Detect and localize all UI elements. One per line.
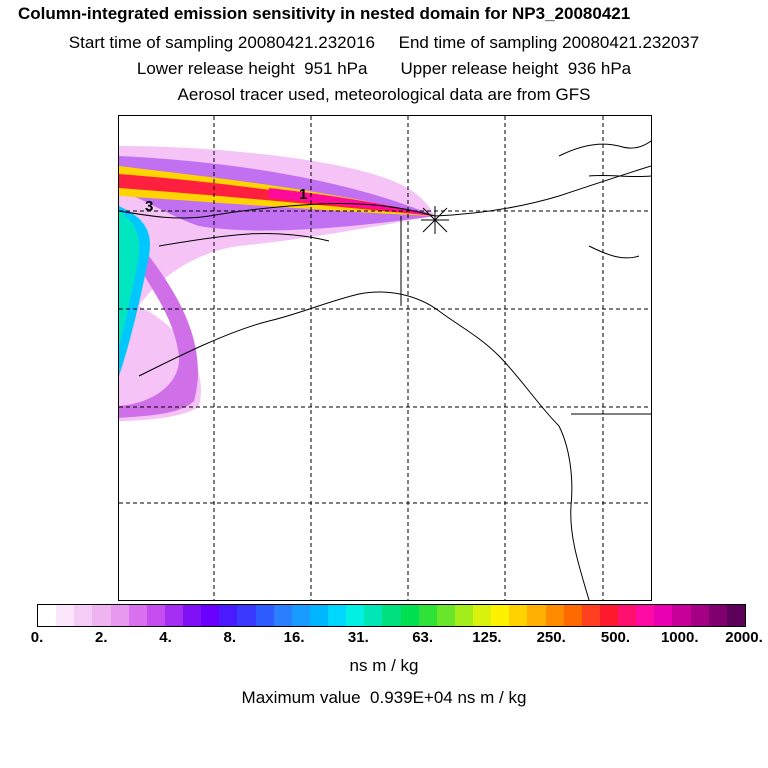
colorbar-cell (273, 605, 292, 626)
colorbar-cell (183, 605, 202, 626)
start-time: Start time of sampling 20080421.232016 (68, 33, 376, 52)
release-height-line: Lower release height 951 hPa Upper relea… (0, 59, 768, 79)
colorbar-cell (164, 605, 183, 626)
colorbar-cell (454, 605, 473, 626)
colorbar-cell (708, 605, 727, 626)
colorbar-tick-label: 63. (412, 629, 434, 646)
colorbar-cell (672, 605, 691, 626)
maximum-value: Maximum value 0.939E+04 ns m / kg (241, 688, 527, 707)
colorbar-cell (400, 605, 419, 626)
colorbar-tick-label: 500. (600, 629, 631, 646)
colorbar-units: ns m / kg (349, 656, 419, 675)
colorbar-cell (237, 605, 256, 626)
plume-label-1: 1 (299, 186, 307, 203)
colorbar-cell (418, 605, 437, 626)
colorbar-cell (473, 605, 492, 626)
emission-plume (119, 146, 435, 421)
colorbar-cell (219, 605, 238, 626)
lower-release-height: Lower release height 951 hPa (136, 59, 368, 78)
colorbar-cell (364, 605, 383, 626)
colorbar-cell (382, 605, 401, 626)
colorbar-tick-label: 250. (536, 629, 566, 646)
upper-release-height: Upper release height 936 hPa (400, 59, 632, 78)
colorbar-cell (328, 605, 347, 626)
colorbar-cell (563, 605, 582, 626)
plot-title: Column-integrated emission sensitivity i… (18, 4, 631, 23)
plume-cyan-inner (119, 211, 140, 346)
colorbar-cell (618, 605, 637, 626)
colorbar-cell (346, 605, 365, 626)
map-svg: 1 3 (119, 116, 651, 600)
colorbar-tick-label: 0. (30, 629, 44, 646)
colorbar-cell (636, 605, 655, 626)
plume-label-3: 3 (145, 198, 153, 215)
map-gridlines (119, 116, 651, 600)
colorbar-cell (309, 605, 328, 626)
colorbar-cell (527, 605, 546, 626)
colorbar-cell (726, 605, 745, 626)
colorbar-cell (291, 605, 310, 626)
colorbar-cell (545, 605, 564, 626)
colorbar-cell (581, 605, 600, 626)
colorbar-cell (56, 605, 75, 626)
colorbar-tick-label: 31. (347, 629, 369, 646)
end-time: End time of sampling 20080421.232037 (398, 33, 700, 52)
colorbar-cell (509, 605, 528, 626)
colorbar-cell (491, 605, 510, 626)
colorbar-tick-label: 8. (223, 629, 237, 646)
tracer-info: Aerosol tracer used, meteorological data… (177, 85, 591, 104)
colorbar-cell (436, 605, 455, 626)
colorbar-cell (128, 605, 147, 626)
plume-loop-magenta (119, 256, 198, 418)
colorbar-cell (38, 605, 57, 626)
colorbar-cell (146, 605, 165, 626)
colorbar-cell (201, 605, 220, 626)
colorbar-cell (74, 605, 93, 626)
map-panel: 1 3 (118, 115, 652, 601)
colorbar-tick-label: 125. (472, 629, 502, 646)
colorbar-cell (654, 605, 673, 626)
colorbar-tick-label: 4. (159, 629, 172, 646)
colorbar-cell (255, 605, 274, 626)
colorbar-tick-label: 2. (95, 629, 108, 646)
colorbar-cell (690, 605, 709, 626)
colorbar-cell (599, 605, 618, 626)
colorbar-cell (110, 605, 129, 626)
coastlines (119, 140, 651, 600)
colorbar-tick-label: 16. (283, 629, 305, 646)
colorbar-ticks: 0. 2. 4. 8. 16. 31. 63. 125. 250. 500. 1000. 2000. (0, 629, 768, 649)
colorbar-tick-label: 2000. (725, 629, 763, 646)
sampling-time-line: Start time of sampling 20080421.232016 E… (0, 33, 768, 53)
colorbar-tick-label: 1000. (660, 629, 699, 646)
receptor-marker (421, 206, 449, 234)
colorbar-cell (92, 605, 111, 626)
colorbar (37, 604, 746, 627)
